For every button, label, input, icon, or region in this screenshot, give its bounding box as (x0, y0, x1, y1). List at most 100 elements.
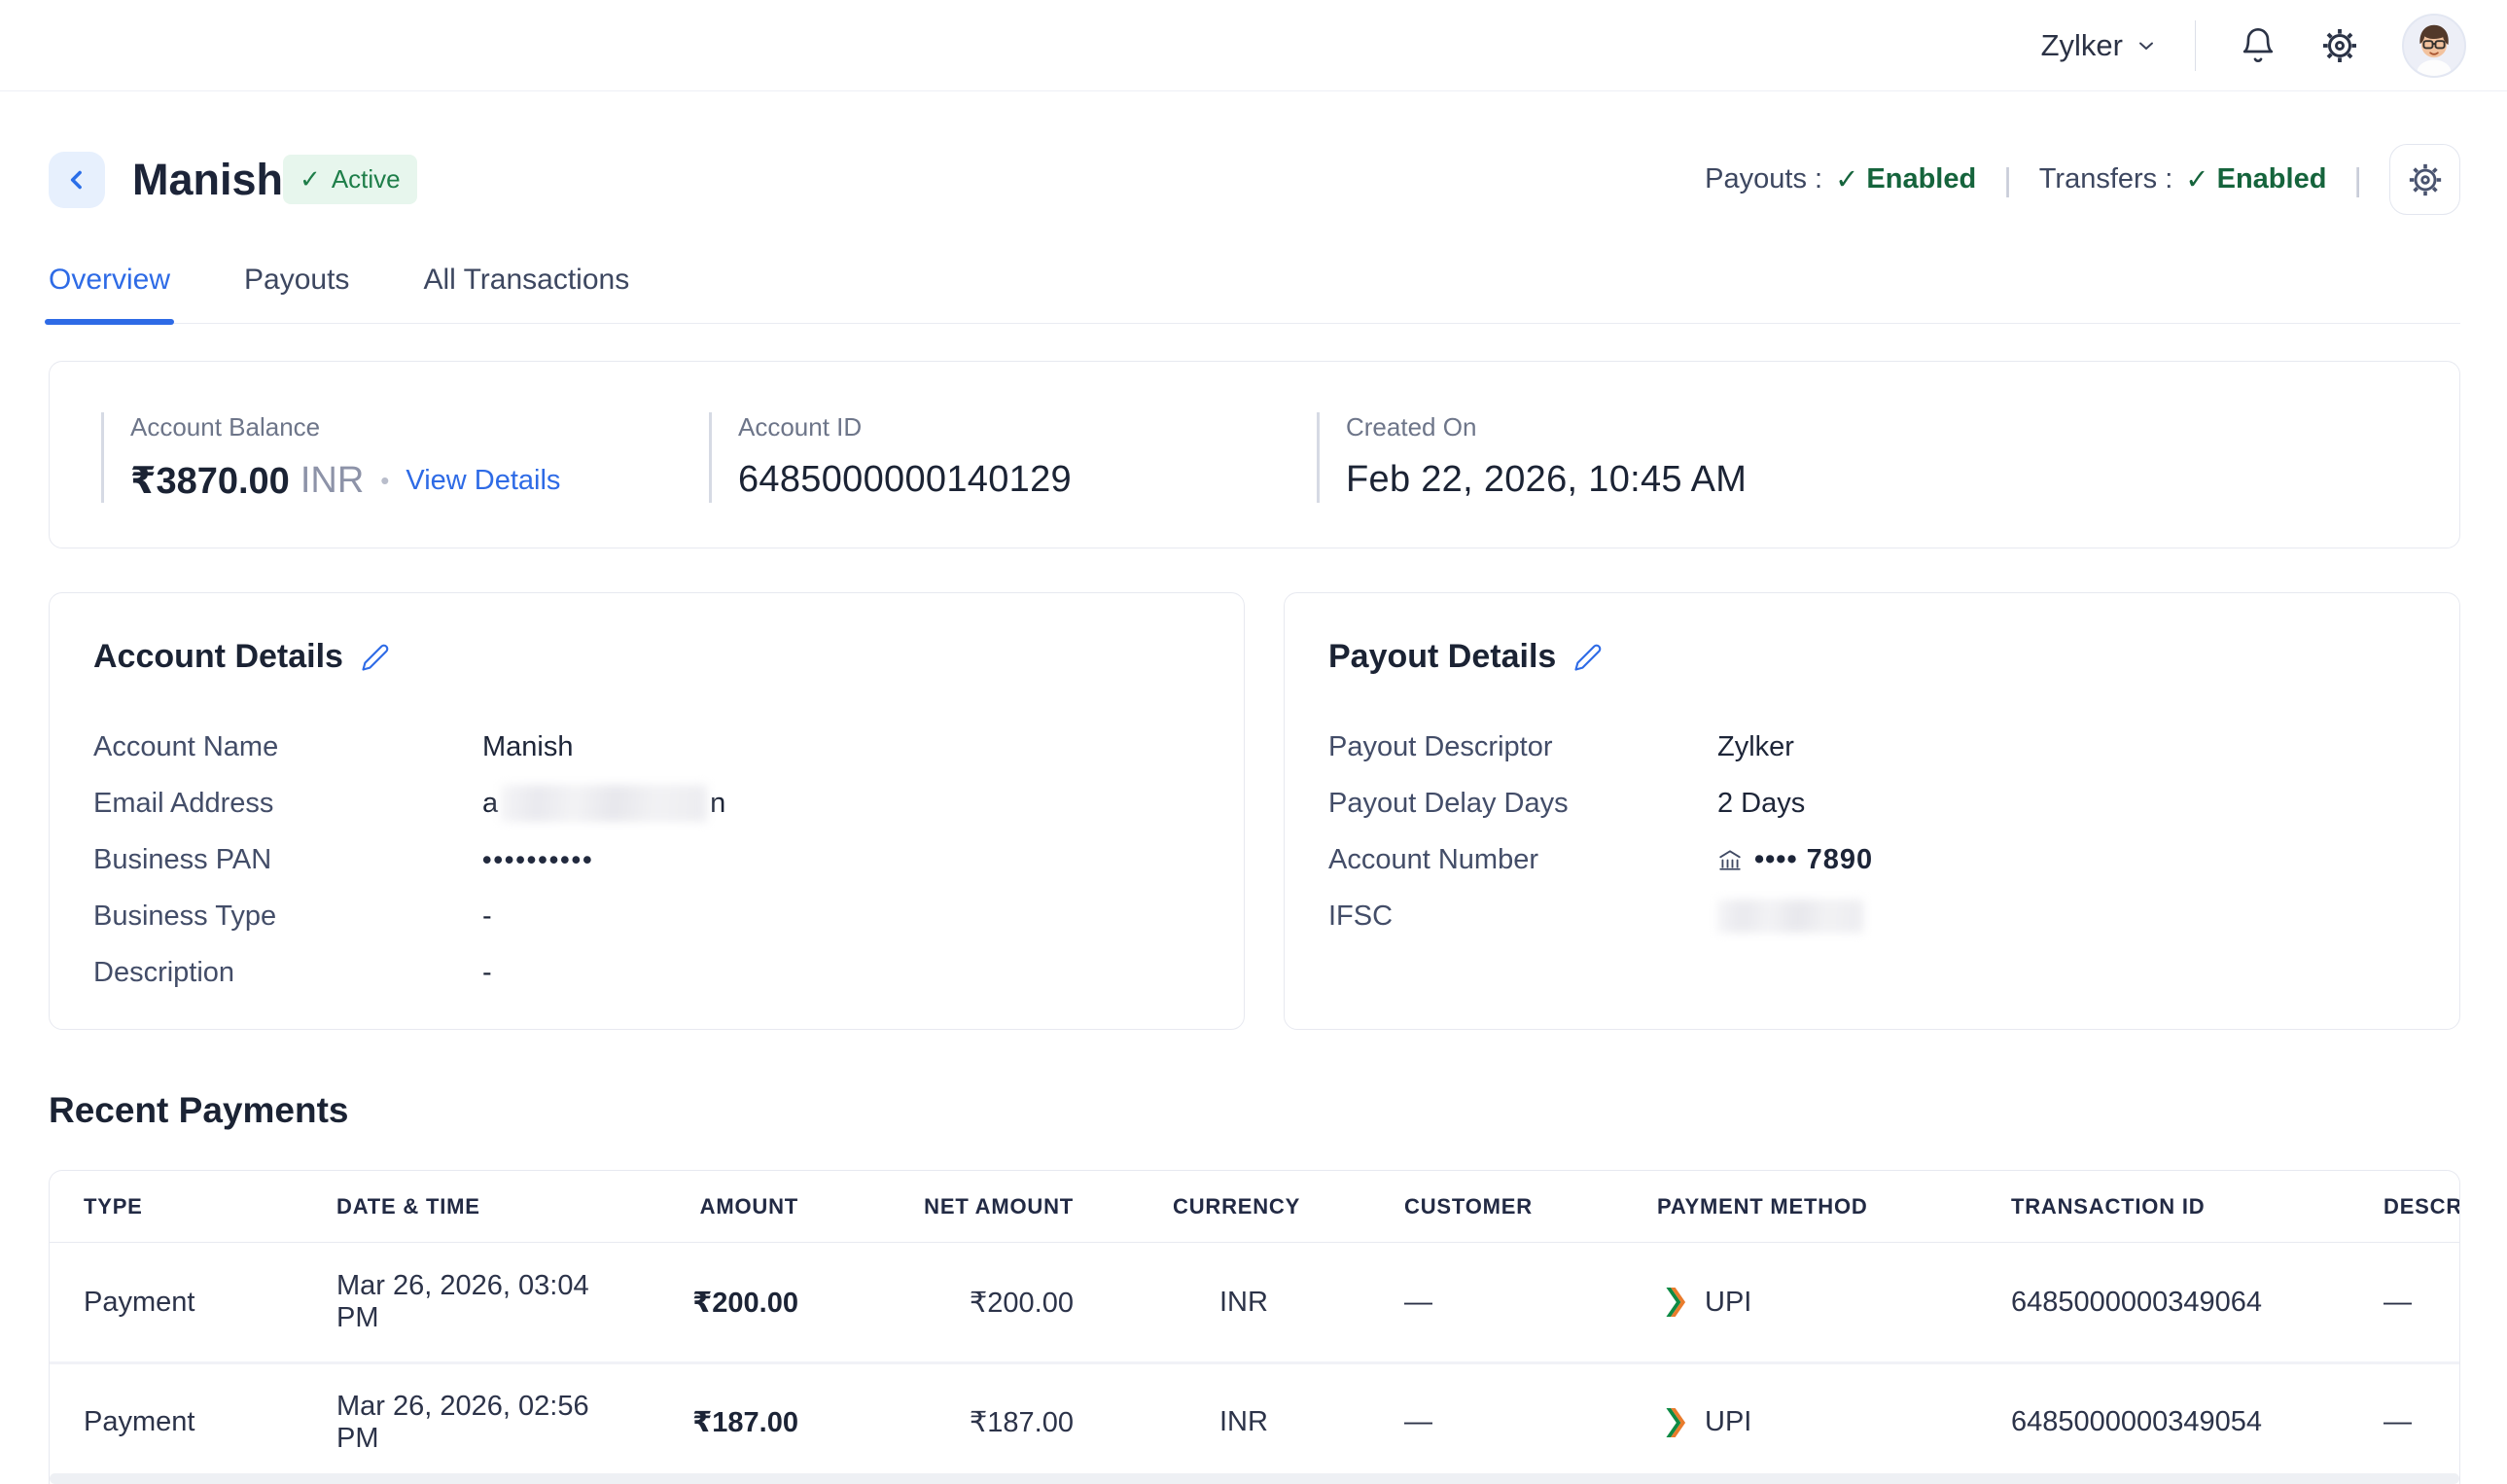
tab-all-transactions[interactable]: All Transactions (423, 264, 630, 296)
payouts-status: ✓ Enabled (1835, 163, 1977, 195)
avatar[interactable] (2402, 13, 2466, 78)
cell-transaction-id: 6485000000349064 (2011, 1286, 2263, 1318)
upi-icon (1665, 1288, 1690, 1317)
account-details-title: Account Details (93, 638, 343, 675)
account-id-section: Account ID 6485000000140129 (709, 412, 1317, 503)
pencil-icon (361, 643, 390, 672)
account-details-card: Account Details Account Name Manish Emai… (49, 592, 1245, 1030)
recent-payments-table: TYPE DATE & TIME AMOUNT NET AMOUNT CURRE… (49, 1170, 2460, 1484)
gear-icon (2407, 161, 2444, 198)
check-icon: ✓ (300, 164, 321, 194)
back-button[interactable] (49, 151, 105, 208)
business-pan-value: •••••••••• (482, 844, 594, 874)
divider: | (2003, 160, 2012, 197)
notifications-button[interactable] (2239, 26, 2277, 65)
col-customer: CUSTOMER (1404, 1193, 1533, 1219)
business-type-row: Business Type - (93, 900, 492, 932)
cell-amount: ₹187.00 (692, 1407, 798, 1438)
table-row[interactable]: Payment Mar 26, 2026, 02:56 PM ₹187.00 ₹… (50, 1361, 2459, 1480)
account-balance-label: Account Balance (130, 412, 321, 442)
cell-date: Mar 26, 2026, 03:04 PM (336, 1270, 589, 1333)
summary-card: Account Balance ₹3870.00 INR • View Deta… (49, 361, 2460, 548)
horizontal-scrollbar[interactable] (50, 1473, 2459, 1484)
redacted-email (501, 785, 708, 822)
bank-icon (1717, 847, 1743, 872)
topbar-divider (2195, 19, 2196, 71)
col-currency: CURRENCY (1173, 1193, 1301, 1219)
cell-net-amount: ₹187.00 (969, 1407, 1074, 1438)
payout-details-card: Payout Details Payout Descriptor Zylker … (1284, 592, 2460, 1030)
cell-payment-method: UPI (1657, 1287, 2011, 1319)
divider: | (2353, 160, 2362, 197)
org-switcher[interactable]: Zylker (2041, 28, 2158, 63)
cell-type: Payment (84, 1286, 195, 1318)
chevron-down-icon (2135, 34, 2158, 57)
upi-icon (1665, 1407, 1690, 1437)
account-balance-section: Account Balance ₹3870.00 INR • View Deta… (101, 412, 709, 503)
created-on-section: Created On Feb 22, 2026, 10:45 AM (1317, 412, 2459, 503)
account-id-value: 6485000000140129 (738, 459, 1072, 500)
recent-payments-title: Recent Payments (49, 1090, 349, 1130)
col-net-amount: NET AMOUNT (924, 1193, 1074, 1219)
account-balance-currency: INR (300, 460, 365, 501)
recent-payments-section: Recent Payments TYPE DATE & TIME AMOUNT … (49, 1090, 2460, 1484)
gear-icon (2320, 26, 2359, 65)
cell-currency: INR (1219, 1286, 1268, 1318)
detail-cards-row: Account Details Account Name Manish Emai… (49, 592, 2460, 1030)
cell-amount: ₹200.00 (692, 1287, 798, 1319)
redacted-ifsc (1717, 900, 1863, 933)
business-pan-row: Business PAN •••••••••• (93, 843, 594, 875)
status-badge-label: Active (331, 164, 401, 194)
created-on-value: Feb 22, 2026, 10:45 AM (1346, 459, 1748, 500)
org-name: Zylker (2040, 27, 2123, 62)
description-row: Description - (93, 956, 492, 988)
col-payment-method: PAYMENT METHOD (1657, 1193, 1868, 1219)
cell-customer: — (1404, 1286, 1432, 1318)
settings-topbar-button[interactable] (2320, 26, 2359, 65)
tab-overview[interactable]: Overview (44, 264, 175, 325)
edit-payout-details-button[interactable] (1573, 643, 1603, 672)
account-number-value: •••• 7890 (1717, 844, 1873, 876)
page-header: Manish ✓ Active Payouts : ✓ Enabled | Tr… (49, 144, 2460, 215)
business-type-value: - (482, 900, 492, 932)
created-on-label: Created On (1346, 412, 1477, 442)
cell-type: Payment (84, 1406, 195, 1437)
transfers-toggle-label: Transfers : (2038, 163, 2173, 194)
status-badge: ✓ Active (283, 155, 417, 204)
transfers-status: ✓ Enabled (2185, 163, 2327, 195)
payout-delay-value: 2 Days (1717, 787, 1806, 819)
topbar: Zylker (0, 0, 2507, 91)
table-header-row: TYPE DATE & TIME AMOUNT NET AMOUNT CURRE… (50, 1171, 2459, 1243)
cell-transaction-id: 6485000000349054 (2011, 1406, 2263, 1437)
table-row[interactable]: Payment Mar 26, 2026, 03:04 PM ₹200.00 ₹… (50, 1243, 2459, 1361)
edit-account-details-button[interactable] (361, 643, 390, 672)
cell-payment-method: UPI (1657, 1406, 2011, 1438)
bell-icon (2239, 26, 2277, 65)
payout-descriptor-value: Zylker (1717, 730, 1794, 762)
check-icon: ✓ (2185, 164, 2209, 195)
payout-delay-row: Payout Delay Days 2 Days (1328, 787, 1806, 819)
payout-descriptor-row: Payout Descriptor Zylker (1328, 730, 1794, 762)
col-transaction-id: TRANSACTION ID (2011, 1193, 2206, 1219)
cell-net-amount: ₹200.00 (969, 1287, 1074, 1319)
email-address-row: Email Address a n (93, 775, 1200, 831)
tab-payouts[interactable]: Payouts (244, 264, 350, 296)
payout-details-title: Payout Details (1328, 638, 1557, 675)
account-settings-button[interactable] (2389, 144, 2460, 215)
dot-separator: • (380, 466, 390, 495)
col-type: TYPE (84, 1193, 143, 1219)
view-details-link[interactable]: View Details (406, 465, 561, 496)
tab-bar: Overview Payouts All Transactions (44, 264, 2460, 325)
ifsc-row: IFSC (1328, 888, 2416, 944)
check-icon: ✓ (1835, 164, 1859, 195)
cell-description: — (2383, 1406, 2412, 1437)
account-balance-amount: ₹3870.00 (130, 461, 290, 502)
col-description: DESCRIPTION (2383, 1193, 2460, 1219)
account-name-row: Account Name Manish (93, 730, 574, 762)
cell-currency: INR (1219, 1406, 1268, 1437)
cell-customer: — (1404, 1406, 1432, 1437)
account-name-value: Manish (482, 730, 574, 762)
email-address-value: a n (482, 785, 725, 822)
cell-date: Mar 26, 2026, 02:56 PM (336, 1390, 589, 1454)
col-date-time: DATE & TIME (336, 1193, 480, 1219)
